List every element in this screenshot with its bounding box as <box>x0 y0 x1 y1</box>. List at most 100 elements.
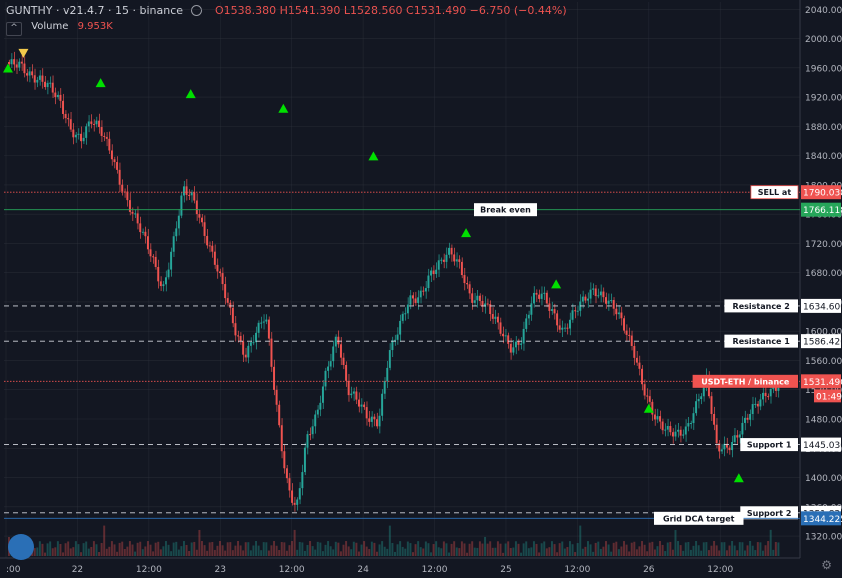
volume-bar <box>141 549 144 556</box>
volume-bar <box>743 550 746 556</box>
candle <box>424 288 427 292</box>
candle <box>255 332 258 343</box>
volume-bar <box>697 545 700 556</box>
volume-bar <box>605 541 607 556</box>
ohlc-readout: O1538.380 H1541.390 L1528.560 C1531.490 … <box>215 4 567 17</box>
volume-bar <box>527 548 530 556</box>
volume-bar <box>584 546 587 556</box>
y-tick-label: 1560.000 <box>805 357 842 367</box>
candle <box>327 366 330 371</box>
candle <box>265 319 268 322</box>
volume-bar <box>453 541 456 556</box>
volume-label: Volume <box>31 21 69 32</box>
candle <box>509 343 512 353</box>
x-tick-label: 22 <box>72 565 83 575</box>
volume-bar <box>59 543 62 556</box>
volume-bar <box>466 552 469 556</box>
volume-bar <box>116 551 119 556</box>
candle <box>342 357 345 365</box>
buy-marker[interactable] <box>278 103 289 113</box>
volume-bar <box>741 542 744 556</box>
volume-bar <box>309 541 312 556</box>
chevron-up-icon[interactable]: ^ <box>6 22 22 36</box>
buy-marker[interactable] <box>461 228 472 238</box>
candle <box>635 357 638 363</box>
y-tick-label: 1320.000 <box>805 533 842 543</box>
candle <box>499 322 502 334</box>
volume-bar <box>278 550 281 556</box>
volume-bar <box>458 548 461 556</box>
candle <box>85 126 88 138</box>
candle <box>80 133 83 142</box>
candle <box>157 266 160 282</box>
buy-marker[interactable] <box>368 151 379 161</box>
volume-bar <box>478 541 481 556</box>
volume-bar <box>610 551 613 556</box>
y-tick-label: 1400.000 <box>805 474 842 484</box>
buy-marker[interactable] <box>95 78 106 88</box>
candle <box>440 259 443 261</box>
volume-bar <box>620 546 623 556</box>
y-tick-label: 1720.000 <box>805 240 842 250</box>
x-tick-label: 12:00 <box>136 565 162 575</box>
volume-bar <box>213 549 216 556</box>
candle <box>334 336 337 347</box>
candle <box>486 303 489 305</box>
volume-bar <box>244 542 247 556</box>
volume-bar <box>370 541 373 556</box>
volume-bar <box>139 541 142 556</box>
candle <box>689 423 692 425</box>
eye-icon[interactable] <box>190 5 202 16</box>
volume-bar <box>347 546 350 556</box>
candle <box>221 273 224 285</box>
symbol-label[interactable]: GUNTHY · v21.4.7 · 15 · binance <box>6 4 184 17</box>
volume-bar <box>543 541 546 556</box>
volume-bar <box>350 549 353 556</box>
volume-bar <box>571 544 574 556</box>
candle <box>412 295 414 299</box>
candle <box>682 434 685 436</box>
volume-bar <box>728 545 731 556</box>
volume-bar <box>491 547 494 556</box>
candle <box>18 61 21 68</box>
candle <box>563 327 566 329</box>
candle <box>630 335 633 346</box>
candle <box>561 327 564 330</box>
candle <box>633 345 636 358</box>
volume-bar <box>746 545 749 556</box>
buy-marker[interactable] <box>551 279 562 289</box>
candle <box>8 61 10 65</box>
sell-marker[interactable] <box>18 48 29 58</box>
volume-bar <box>628 551 631 556</box>
candle <box>581 296 584 302</box>
volume-bar <box>648 542 651 556</box>
x-tick-label: :00 <box>6 565 21 575</box>
x-tick-label: 12:00 <box>279 565 305 575</box>
gear-icon[interactable]: ⚙ <box>821 558 832 572</box>
buy-marker[interactable] <box>185 89 196 99</box>
tradingview-logo-icon[interactable] <box>8 534 34 560</box>
candle <box>74 134 77 138</box>
volume-bar <box>195 549 198 556</box>
candle <box>82 137 85 142</box>
candle <box>159 281 162 287</box>
volume-bar <box>388 525 391 556</box>
candle <box>252 342 255 344</box>
candle <box>718 443 721 452</box>
buy-marker[interactable] <box>3 63 13 73</box>
volume-bar <box>532 541 535 556</box>
volume-bar <box>172 542 175 556</box>
candle <box>448 247 451 255</box>
volume-bar <box>291 541 294 556</box>
candle <box>756 403 759 407</box>
candle <box>767 396 770 398</box>
volume-bar <box>574 552 577 556</box>
candle <box>502 333 505 337</box>
y-tick-label: 2000.000 <box>805 35 842 45</box>
volume-bar <box>718 550 721 556</box>
volume-bar <box>695 541 698 556</box>
buy-marker[interactable] <box>733 473 744 483</box>
buy-marker[interactable] <box>643 403 654 413</box>
